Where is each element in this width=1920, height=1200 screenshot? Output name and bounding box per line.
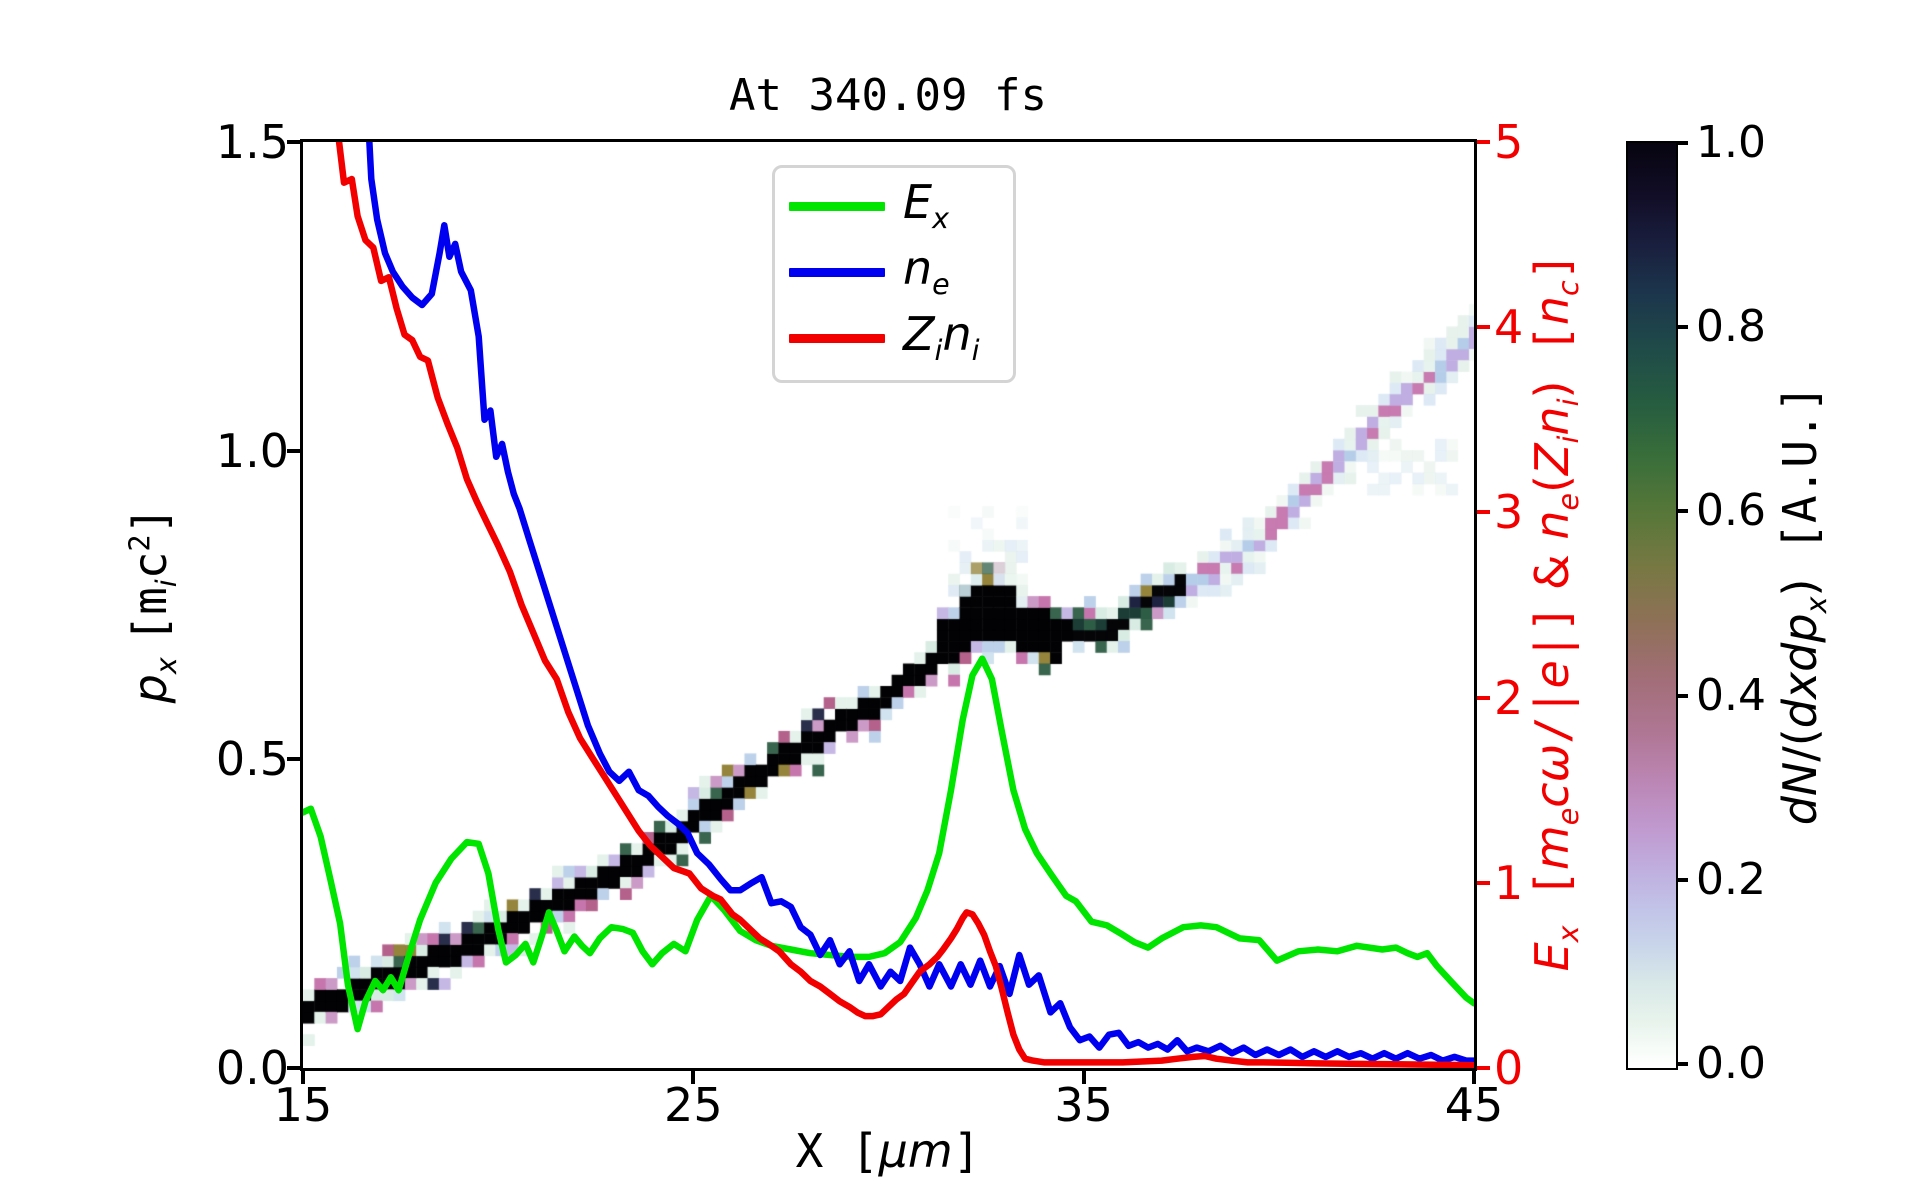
colorbar-tick [1676,141,1688,145]
y-left-tick [287,1066,303,1070]
colorbar-tick [1676,877,1688,882]
y-right-tick [1474,140,1490,144]
y-left-tick-label: 0.5 [215,732,289,787]
zini-legend-line [789,334,885,343]
y-right-tick [1474,325,1490,330]
colorbar-tick-label: 0.0 [1696,1038,1766,1089]
legend-label-zini: Zini [903,307,980,368]
y-right-tick [1474,510,1490,515]
colorbar-tick [1676,509,1688,514]
colorbar-label: dN/(dxdpx) [A.U.] [1773,384,1834,826]
legend-label-ne: ne [903,241,950,302]
y-left-tick [287,140,303,144]
x-tick-label: 35 [1054,1078,1113,1132]
x-tick [1472,1068,1476,1084]
y-right-tick [1474,695,1490,700]
colorbar-tick [1676,693,1688,698]
y-left-tick-label: 1.5 [215,115,289,169]
plot-title: At 340.09 fs [729,70,1047,121]
x-tick [691,1068,696,1084]
colorbar-tick-label: 0.2 [1696,853,1766,905]
x-tick-label: 15 [273,1078,333,1132]
x-tick-label: 25 [664,1078,723,1132]
zini-curve [335,142,1474,1068]
y-right-tick-label: 2 [1494,670,1524,725]
ne-legend-line [789,268,885,277]
colorbar-tick-label: 0.4 [1696,669,1766,721]
y-right-tick [1474,1066,1490,1070]
colorbar-tick-label: 0.6 [1696,485,1766,537]
colorbar-tick-label: 0.8 [1696,301,1766,353]
y-left-tick-label: 1.0 [215,423,289,478]
ex-legend-line [789,202,885,211]
y-left-tick [287,448,303,453]
x-tick-label: 45 [1444,1078,1504,1132]
curves-svg [303,142,1474,1068]
y-axis-label-right: Ex [mecω/|e|] & ne(Zini) [nc] [1525,252,1586,972]
legend: Ex ne Zini [772,165,1016,383]
colorbar-gradient [1626,141,1678,1070]
colorbar-tick-label: 1.0 [1696,117,1766,168]
y-right-tick-label: 1 [1494,855,1524,910]
colorbar-tick [1676,325,1688,330]
ex-curve [303,655,1474,1033]
y-axis-label-left: px [mic2] [123,506,184,704]
colorbar-tick [1676,1062,1688,1066]
x-tick [301,1068,305,1084]
y-right-tick-label: 3 [1494,485,1524,540]
x-axis-label: X [μm] [795,1124,981,1178]
y-left-tick-label: 0.0 [215,1041,289,1095]
y-right-tick [1474,880,1490,885]
ne-curve [366,142,1474,1064]
y-right-tick-label: 4 [1494,300,1524,355]
x-tick [1081,1068,1086,1084]
y-right-tick-label: 0 [1494,1041,1524,1095]
y-left-tick [287,757,303,762]
legend-label-ex: Ex [903,175,949,236]
y-right-tick-label: 5 [1494,115,1524,169]
